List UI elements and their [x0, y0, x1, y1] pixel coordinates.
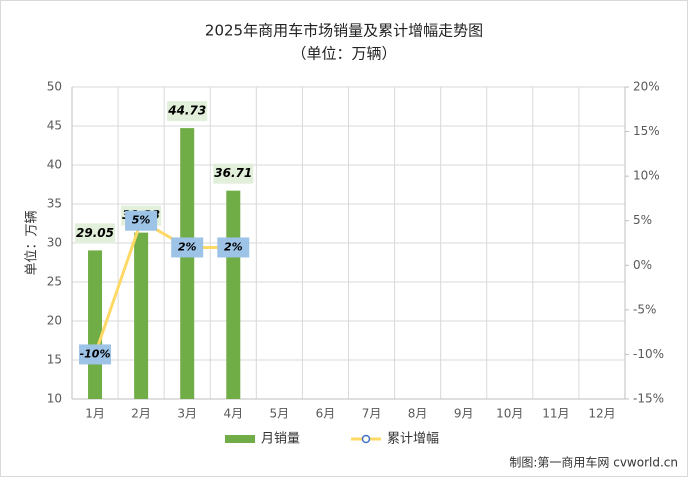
value-label-box	[125, 210, 158, 231]
legend-swatch	[225, 435, 255, 443]
y-tick-label: 25	[47, 275, 62, 289]
value-label: 2%	[178, 240, 197, 253]
y-tick-label: 50	[47, 80, 62, 94]
y-tick-label: 20	[47, 314, 62, 328]
x-tick-label: 6月	[316, 407, 336, 421]
value-label-box	[79, 344, 112, 365]
chart-subtitle: （单位：万辆）	[291, 45, 396, 63]
x-tick-label: 7月	[362, 407, 382, 421]
x-tick-label: 8月	[408, 407, 428, 421]
value-label-box	[217, 237, 250, 258]
x-tick-label: 11月	[542, 407, 569, 421]
y-tick-label: 15	[47, 353, 62, 367]
x-tick-label: 3月	[177, 407, 197, 421]
y2-tick-label: 10%	[633, 169, 660, 183]
value-label: 5%	[132, 214, 151, 227]
bar	[134, 232, 149, 399]
line	[93, 218, 234, 355]
y-tick-label: 40	[47, 158, 62, 172]
y2-tick-label: -5%	[633, 302, 656, 316]
legend-label: 月销量	[261, 432, 300, 447]
value-label-box	[75, 223, 116, 244]
value-label-box	[171, 237, 204, 258]
value-label-box	[167, 101, 208, 122]
y2-tick-label: -15%	[633, 392, 664, 406]
x-tick-label: 10月	[496, 407, 523, 421]
x-tick-label: 1月	[85, 407, 105, 421]
bar	[180, 128, 195, 399]
bar	[226, 190, 241, 399]
x-tick-label: 12月	[588, 407, 615, 421]
bar	[88, 250, 103, 399]
x-tick-label: 5月	[270, 407, 290, 421]
y-tick-label: 35	[47, 197, 62, 211]
x-tick-label: 2月	[131, 407, 151, 421]
legend-label: 累计增幅	[387, 432, 439, 447]
y-tick-label: 10	[47, 392, 62, 406]
x-tick-label: 4月	[223, 407, 243, 421]
value-label: 2%	[224, 240, 243, 253]
value-label: 29.05	[76, 226, 114, 240]
value-label: 44.73	[167, 104, 206, 118]
source: 制图:第一商用车网 cvworld.cn	[509, 455, 678, 470]
y2-tick-label: 15%	[633, 124, 660, 138]
y2-tick-label: 20%	[633, 80, 660, 94]
x-tick-label: 9月	[454, 407, 474, 421]
value-label-box	[213, 163, 254, 184]
chart-title: 2025年商用车市场销量及累计增幅走势图	[205, 22, 483, 40]
y2-tick-label: 5%	[633, 213, 652, 227]
y-axis-label: 单位：万辆	[25, 210, 40, 275]
legend-marker	[361, 434, 371, 444]
y2-tick-label: -10%	[633, 347, 664, 361]
value-label: -10%	[80, 347, 111, 360]
y-tick-label: 45	[47, 119, 62, 133]
value-label: 36.71	[214, 166, 252, 180]
y-tick-label: 30	[47, 236, 62, 250]
y2-tick-label: 0%	[633, 258, 652, 272]
